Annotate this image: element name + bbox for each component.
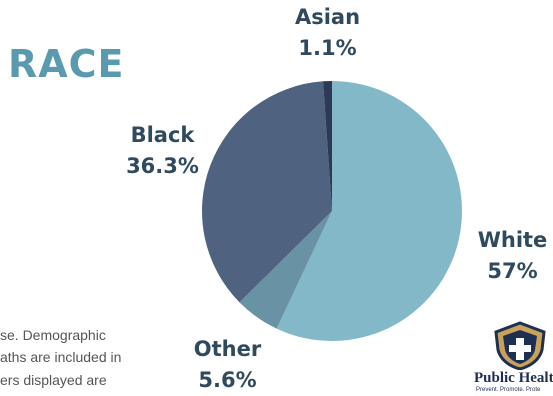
slice-label-asian: Asian 1.1%: [280, 2, 375, 64]
logo-text: Public Health: [474, 370, 553, 386]
pie-slice-other: [239, 211, 332, 329]
slice-label-white: White 57%: [470, 225, 553, 287]
slice-label-white-name: White: [477, 228, 548, 252]
pie-slice-asian: [323, 81, 332, 211]
slice-label-black-name: Black: [130, 123, 195, 147]
slice-label-white-value: 57%: [487, 259, 538, 283]
pie-slice-black: [202, 81, 332, 303]
body-text-line-3: ers displayed are: [0, 372, 107, 388]
slice-label-other-value: 5.6%: [198, 368, 257, 392]
slice-label-other: Other 5.6%: [185, 334, 270, 396]
slice-label-asian-value: 1.1%: [298, 36, 357, 60]
slice-label-other-name: Other: [193, 337, 262, 361]
logo-tagline: Prevent. Promote. Prote: [476, 387, 541, 393]
shield-icon: [494, 321, 546, 370]
body-text-line-1: se. Demographic: [0, 327, 106, 343]
pie-slice-white: [276, 81, 462, 341]
slice-label-black-value: 36.3%: [126, 154, 199, 178]
slice-label-black: Black 36.3%: [115, 120, 210, 182]
page-title: RACE: [8, 42, 125, 86]
public-health-logo: Public Health Prevent. Promote. Prote: [470, 320, 553, 395]
body-text-line-2: aths are included in: [0, 349, 122, 365]
slice-label-asian-name: Asian: [294, 5, 361, 29]
